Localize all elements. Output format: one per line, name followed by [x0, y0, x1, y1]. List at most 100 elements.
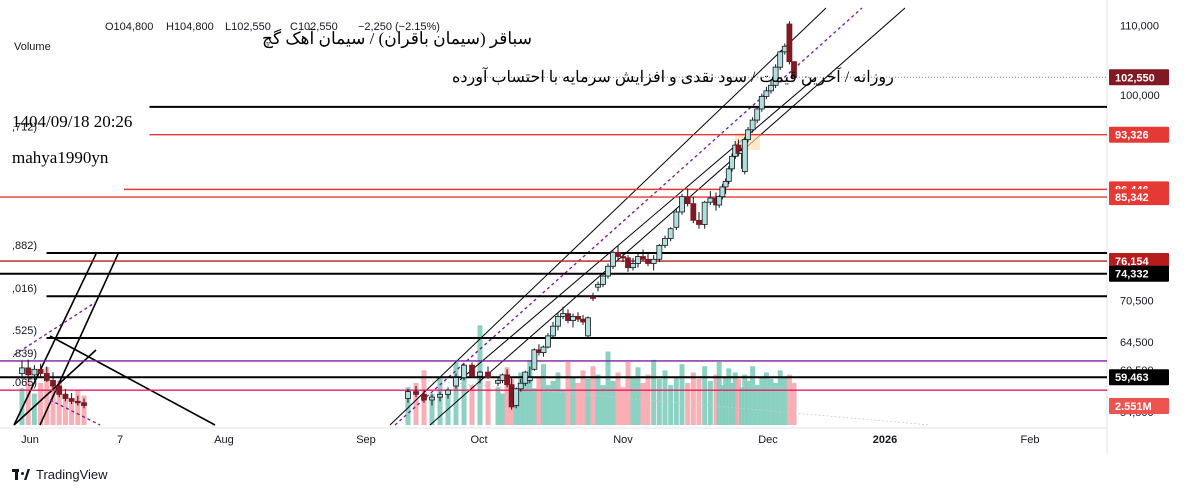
candle-body	[610, 251, 616, 267]
price-line-left-label: ,882)	[12, 240, 37, 252]
volume-bar	[580, 370, 586, 425]
price-line-left-label: .839)	[12, 348, 37, 360]
volume-bar	[707, 380, 713, 425]
price-badge	[1109, 126, 1169, 143]
volume-bar	[719, 385, 725, 425]
volume-bar	[732, 372, 738, 425]
volume-bar	[673, 376, 679, 425]
candle-body	[615, 251, 621, 257]
volume-bar	[723, 376, 729, 425]
candle-body	[526, 377, 533, 381]
volume-bar	[540, 364, 546, 425]
tradingview-logo[interactable]: TradingView	[12, 467, 108, 482]
candle-body	[68, 398, 75, 402]
volume-bar	[662, 370, 668, 425]
volume-bar	[405, 387, 411, 425]
candle-body	[630, 263, 636, 269]
volume-bar	[413, 383, 419, 425]
candle-body	[540, 346, 547, 353]
volume-bar	[545, 385, 551, 425]
volume-bar	[75, 390, 81, 425]
candle-body	[763, 90, 770, 97]
candle-body	[585, 317, 591, 337]
candle-body	[590, 296, 596, 299]
volume-bar	[461, 374, 467, 425]
ohlc-value: C102,550	[290, 21, 338, 33]
candle-body	[620, 256, 626, 259]
left-upward-line-b	[39, 253, 119, 426]
volume-bar	[630, 377, 636, 425]
candle-body	[56, 385, 63, 395]
price-badge	[1109, 265, 1169, 282]
volume-bar	[768, 378, 774, 425]
volume-bar	[782, 377, 788, 425]
candle-body	[729, 155, 735, 170]
volume-bar	[791, 383, 797, 425]
volume-bar	[759, 376, 765, 425]
volume-bar	[555, 372, 561, 425]
candle-body	[745, 129, 751, 140]
price-badge	[1109, 369, 1169, 386]
price-badge	[1109, 189, 1169, 206]
volume-bar	[56, 380, 62, 425]
volume-bar	[575, 383, 581, 425]
volume-bar	[786, 374, 792, 425]
candle-body	[707, 197, 714, 203]
volume-badge	[1109, 398, 1169, 414]
volume-bar	[585, 378, 591, 425]
x-tick-label: Oct	[470, 434, 487, 446]
x-tick-label: 7	[117, 434, 123, 446]
candle-body	[696, 219, 702, 225]
candle-body	[722, 180, 729, 188]
volume-bar	[485, 380, 491, 425]
candle-body	[453, 377, 459, 387]
price-badge	[1109, 253, 1169, 270]
volume-bar	[570, 376, 576, 425]
candle-body	[772, 66, 779, 86]
price-line-left-label: ,016)	[12, 283, 37, 295]
volume-bar	[625, 362, 631, 425]
candle-body	[605, 265, 611, 277]
candle-body	[667, 228, 674, 239]
candle-body	[580, 318, 586, 323]
candle-body	[741, 139, 748, 172]
candle-body	[405, 391, 411, 399]
volume-bar	[81, 395, 87, 425]
volume-bar	[745, 380, 751, 425]
candle-body	[413, 391, 419, 395]
candle-body	[31, 368, 38, 376]
candle-body	[758, 96, 765, 110]
candle-body	[429, 396, 435, 401]
candle-body	[19, 367, 25, 374]
candle-body	[445, 389, 451, 395]
channel-outer	[429, 7, 906, 426]
candle-body	[635, 256, 641, 264]
channel-lower	[459, 77, 816, 381]
price-badge-label: 76,154	[1115, 256, 1150, 268]
price-badge-label: 74,332	[1115, 269, 1149, 281]
candle-body	[513, 388, 520, 406]
volume-bar	[729, 383, 735, 425]
volume-bar	[469, 385, 475, 425]
candle-body	[555, 315, 561, 327]
candle-body	[679, 196, 685, 213]
volume-bar	[31, 393, 37, 425]
y-tick-label: 110,000	[1120, 20, 1159, 32]
channel-upper	[389, 7, 827, 426]
volume-bar	[763, 372, 769, 425]
volume-bar	[550, 380, 556, 425]
candle-body	[62, 393, 69, 399]
candle-body	[701, 201, 708, 225]
volume-bar	[696, 378, 702, 425]
candle-body	[81, 402, 87, 406]
price-badge-label: 93,326	[1115, 130, 1149, 142]
candle-body	[517, 382, 524, 390]
volume-bar	[610, 380, 616, 425]
candle-body	[565, 313, 571, 321]
candle-body	[716, 196, 723, 206]
candle-body	[625, 257, 631, 269]
volume-bar	[668, 385, 674, 425]
price-line-left-label: .525)	[12, 325, 37, 337]
symbol-title: سباقر (سیمان باقران) / سیمان آهک گچ	[262, 27, 532, 49]
